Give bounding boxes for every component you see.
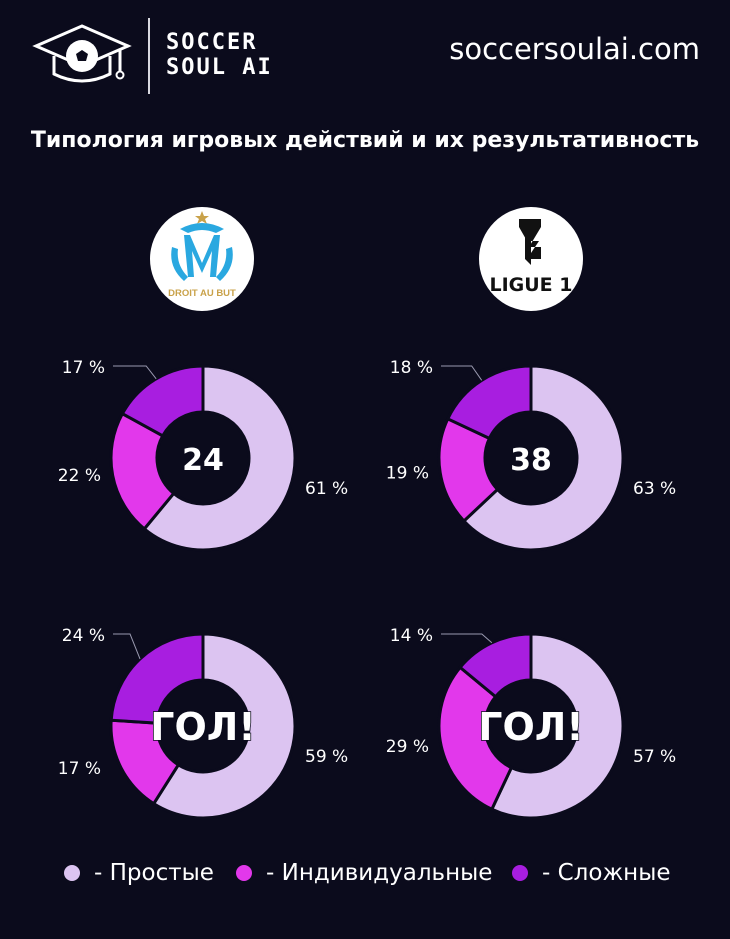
data-label-individual: 19 % [386,463,429,483]
donut-chart-league-goals: 57 % 29 % 14 % ГОЛ! [386,626,676,820]
legend: - Простые - Индивидуальные - Сложные [0,860,730,896]
data-label-individual: 22 % [58,466,101,486]
ligue1-logo-icon: LIGUE 1 [479,207,583,311]
legend-item-individual: - Индивидуальные [236,860,492,886]
brand-name: SOCCER SOUL AI [166,30,273,80]
legend-label-individual: - Индивидуальные [266,860,493,886]
header-divider [148,18,150,94]
donut-chart-league-all: 63 % 19 % 18 % 38 [386,358,676,552]
legend-item-simple: - Простые [64,860,214,886]
brand-line-2: SOUL AI [166,55,273,80]
data-label-complex: 24 % [62,626,105,646]
center-label: 24 [182,443,224,478]
badge-text-l1: LIGUE 1 [489,274,572,296]
data-label-simple: 57 % [633,747,676,767]
donut-slice-simple [461,364,625,552]
donut-slice-complex [120,364,205,438]
leader-line [441,633,493,644]
data-label-simple: 61 % [305,479,348,499]
data-label-complex: 14 % [390,626,433,646]
site-url[interactable]: soccersoulai.com [449,32,700,66]
leader-line [113,365,157,380]
data-label-individual: 29 % [386,737,429,757]
data-label-complex: 18 % [390,358,433,378]
donut-slice-complex [109,632,205,725]
data-label-simple: 59 % [305,747,348,767]
header: SOCCER SOUL AI soccersoulai.com [0,0,730,100]
brand-line-1: SOCCER [166,30,258,55]
donut-chart-om-goals: 59 % 17 % 24 % ГОЛ! [58,626,348,820]
graduation-cap-ball-icon [32,24,132,83]
data-label-individual: 17 % [58,759,101,779]
donut-slice-complex [445,364,533,441]
center-label: 38 [510,443,552,478]
data-label-complex: 17 % [62,358,105,378]
donut-slice-simple [151,632,297,820]
legend-label-complex: - Сложные [542,860,671,886]
marseille-crest-icon: DROIT AU BUT [150,207,254,311]
donut-chart-om-all: 61 % 22 % 17 % 24 [58,358,348,552]
donut-slice-simple [489,632,625,820]
legend-label-simple: - Простые [94,860,214,886]
leader-line [113,633,141,660]
badge-text-om: DROIT AU BUT [168,288,236,299]
leader-line [441,365,483,381]
donut-slice-individual [437,665,514,812]
page-title: Типология игровых действий и их результа… [30,128,700,153]
legend-dot-individual [236,865,252,881]
legend-dot-simple [64,865,80,881]
data-label-simple: 63 % [633,479,676,499]
center-label: ГОЛ! [150,705,255,749]
donut-slice-complex [458,632,533,699]
center-label: ГОЛ! [478,705,583,749]
donut-slice-simple [142,364,297,552]
legend-dot-complex [512,865,528,881]
legend-item-complex: - Сложные [512,860,671,886]
